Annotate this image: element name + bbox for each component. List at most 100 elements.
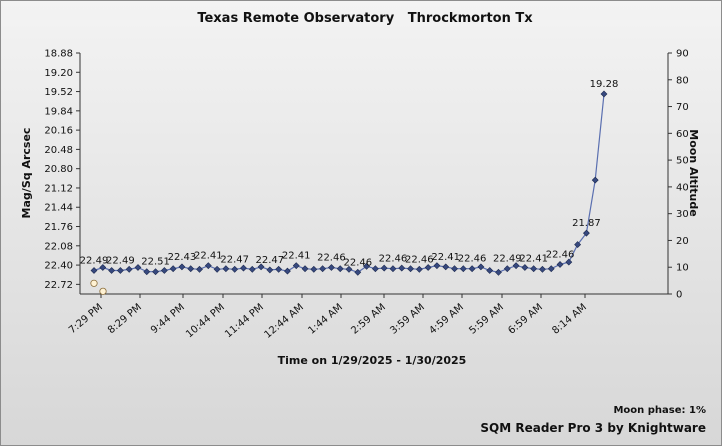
- sqm-series: [90, 90, 608, 276]
- data-label: 22.41: [431, 252, 460, 263]
- data-point: [451, 265, 458, 273]
- data-label: 22.41: [194, 251, 223, 262]
- credit-text: SQM Reader Pro 3 by Knightware: [480, 421, 706, 435]
- data-point: [134, 264, 142, 271]
- moon-phase-text: Moon phase: 1%: [613, 405, 706, 416]
- x-tick-label: 8:29 PM: [106, 302, 144, 336]
- data-point: [266, 266, 274, 274]
- y2-tick-label: 20: [676, 236, 689, 247]
- data-point: [556, 261, 564, 268]
- x-tick-label: 8:14 AM: [550, 302, 589, 337]
- data-label: 22.46: [546, 249, 575, 260]
- x-tick-label: 7:29 PM: [67, 302, 105, 336]
- series-line: [93, 93, 605, 273]
- data-point: [468, 265, 476, 273]
- data-label: 22.47: [256, 255, 285, 266]
- data-point: [310, 265, 318, 273]
- data-point: [231, 265, 239, 273]
- data-label: 22.46: [343, 257, 372, 268]
- y-tick-label: 21.76: [44, 222, 73, 233]
- data-point: [327, 264, 335, 271]
- data-point: [125, 265, 133, 273]
- data-point: [389, 265, 397, 273]
- data-point: [213, 265, 221, 273]
- data-point: [424, 264, 432, 271]
- moon-point: [90, 279, 98, 287]
- y2-tick-label: 80: [676, 75, 689, 86]
- data-point: [240, 264, 247, 272]
- x-tick-label: 3:59 AM: [388, 302, 427, 337]
- data-point: [600, 90, 608, 98]
- data-point: [442, 263, 450, 271]
- data-point: [99, 264, 107, 271]
- y2-axis-ticks: 90 80 70 60 50 40 30 20 10 0: [668, 49, 689, 301]
- data-point: [204, 262, 212, 270]
- x-tick-label: 10:44 PM: [184, 302, 227, 340]
- x-tick-label: 4:59 AM: [427, 302, 466, 337]
- data-point: [257, 263, 265, 271]
- data-point: [477, 263, 485, 271]
- y2-tick-label: 30: [676, 209, 689, 220]
- data-point: [486, 267, 494, 274]
- data-point: [336, 265, 344, 273]
- data-point: [152, 268, 159, 276]
- x-tick-label: 11:44 PM: [223, 302, 266, 340]
- y-axis-ticks: 18.88 19.20 19.52 19.84 20.16 20.48 20.80 21.12…: [44, 49, 80, 291]
- y2-tick-label: 70: [676, 102, 689, 113]
- data-label: 22.51: [141, 257, 170, 268]
- data-label: 22.41: [519, 254, 548, 265]
- data-point: [319, 265, 327, 273]
- data-point: [521, 264, 529, 271]
- data-point: [363, 262, 371, 270]
- data-label: 21.87: [572, 218, 601, 229]
- y2-tick-label: 0: [676, 290, 682, 301]
- y-tick-label: 19.20: [44, 68, 73, 79]
- y-tick-label: 20.48: [44, 145, 73, 156]
- data-label: 19.28: [590, 79, 619, 90]
- data-point: [574, 241, 582, 249]
- data-point: [407, 265, 414, 273]
- data-point: [292, 262, 300, 270]
- data-point: [433, 262, 441, 270]
- x-tick-label: 12:44 AM: [262, 302, 305, 341]
- data-label: 22.46: [317, 252, 346, 263]
- data-label: 22.49: [80, 256, 109, 267]
- data-point: [530, 265, 538, 273]
- data-label: 22.46: [405, 254, 434, 265]
- data-point: [275, 265, 283, 273]
- data-point: [169, 265, 177, 273]
- data-point: [512, 262, 520, 270]
- data-point: [503, 265, 511, 273]
- data-point: [301, 265, 309, 273]
- data-point: [222, 265, 230, 273]
- y2-tick-label: 50: [676, 156, 689, 167]
- y-tick-label: 19.52: [44, 87, 73, 98]
- data-point: [398, 264, 406, 272]
- data-point: [495, 268, 502, 276]
- plot-area: [79, 53, 669, 295]
- y-tick-label: 22.40: [44, 261, 73, 272]
- data-label: 22.41: [282, 251, 311, 262]
- y-tick-label: 22.72: [44, 280, 73, 291]
- x-tick-label: 5:59 AM: [467, 302, 506, 337]
- data-point: [354, 268, 362, 276]
- data-point: [547, 265, 555, 273]
- y-tick-label: 20.16: [44, 126, 73, 137]
- data-point: [108, 267, 116, 274]
- y-tick-label: 21.12: [44, 183, 73, 194]
- x-tick-label: 1:44 AM: [306, 302, 345, 337]
- data-label: 22.49: [106, 256, 135, 267]
- data-point: [380, 264, 388, 272]
- data-label: 22.46: [458, 254, 487, 265]
- x-axis-title: Time on 1/29/2025 - 1/30/2025: [278, 354, 467, 367]
- data-point: [178, 263, 186, 271]
- y-tick-label: 22.08: [44, 241, 73, 252]
- data-point: [116, 267, 124, 274]
- x-tick-label: 2:59 AM: [349, 302, 388, 337]
- data-point: [284, 267, 291, 275]
- data-point: [459, 265, 467, 273]
